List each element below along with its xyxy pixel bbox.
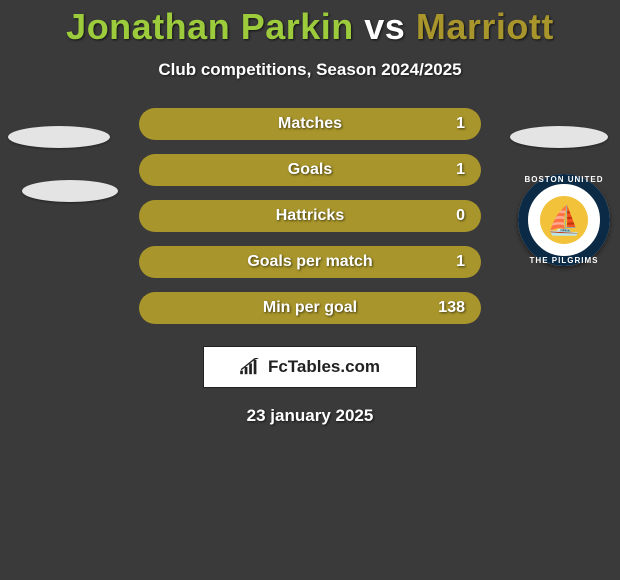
stat-value: 1: [456, 115, 465, 133]
player2-club-badge: BOSTON UNITED THE PILGRIMS ⛵: [518, 174, 610, 266]
snapshot-date: 23 january 2025: [0, 406, 620, 426]
stat-label: Hattricks: [276, 207, 344, 225]
stat-row-goals: Goals 1: [139, 154, 481, 186]
stat-label: Goals per match: [247, 253, 372, 271]
player1-club-placeholder: [22, 180, 118, 202]
page-title: Jonathan Parkin vs Marriott: [0, 6, 620, 48]
badge-ring-text: BOSTON UNITED THE PILGRIMS: [518, 174, 610, 266]
stat-value: 0: [456, 207, 465, 225]
stat-row-goals-per-match: Goals per match 1: [139, 246, 481, 278]
stat-label: Min per goal: [263, 299, 357, 317]
badge-text-bottom: THE PILGRIMS: [518, 256, 610, 265]
stat-value: 138: [438, 299, 465, 317]
chart-icon: [240, 358, 262, 376]
fctables-link[interactable]: FcTables.com: [203, 346, 417, 388]
stat-label: Matches: [278, 115, 342, 133]
vs-label: vs: [364, 6, 405, 47]
stat-row-hattricks: Hattricks 0: [139, 200, 481, 232]
player2-photo-placeholder: [510, 126, 608, 148]
player1-photo-placeholder: [8, 126, 110, 148]
player1-name: Jonathan Parkin: [66, 6, 354, 47]
badge-text-top: BOSTON UNITED: [518, 175, 610, 184]
player2-name: Marriott: [416, 6, 554, 47]
stat-value: 1: [456, 253, 465, 271]
stat-row-matches: Matches 1: [139, 108, 481, 140]
comparison-card: Jonathan Parkin vs Marriott Club competi…: [0, 0, 620, 426]
stat-value: 1: [456, 161, 465, 179]
stat-label: Goals: [288, 161, 332, 179]
stat-row-min-per-goal: Min per goal 138: [139, 292, 481, 324]
comparison-subtitle: Club competitions, Season 2024/2025: [0, 60, 620, 80]
brand-label: FcTables.com: [268, 357, 380, 377]
